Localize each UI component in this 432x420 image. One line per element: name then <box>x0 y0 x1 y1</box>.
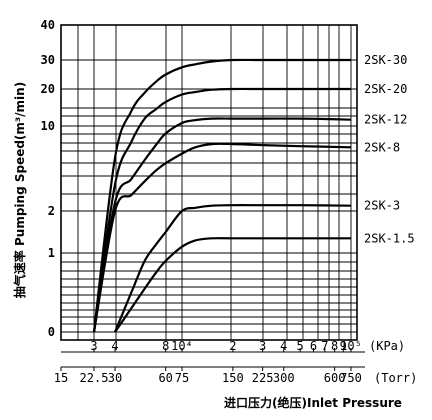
y-tick-label: 1 <box>48 246 55 260</box>
series-label: 2SK-8 <box>364 140 400 154</box>
y-tick-label: 0 <box>48 325 55 339</box>
x-axis-title: 进口压力(绝压)Inlet Pressure <box>224 395 402 410</box>
series-labels: 2SK-30 2SK-20 2SK-12 2SK-8 2SK-3 2SK-1.5 <box>364 53 415 245</box>
series-label: 2SK-1.5 <box>364 231 415 245</box>
kpa-tick-label: 3 <box>259 339 266 353</box>
torr-tick-label: 15 <box>54 371 68 385</box>
series-label: 2SK-3 <box>364 199 400 213</box>
torr-tick-label: 150 <box>222 371 244 385</box>
torr-tick-label: 225 <box>252 371 274 385</box>
series-line <box>113 204 352 333</box>
kpa-tick-label: 8 <box>331 339 338 353</box>
torr-tick-label: 22.5 <box>80 371 109 385</box>
series-curves <box>92 58 352 333</box>
torr-tick-label: 750 <box>340 371 362 385</box>
series-line <box>92 87 351 333</box>
series-label: 2SK-12 <box>364 113 407 127</box>
kpa-tick-label: 10⁴ <box>171 339 193 353</box>
kpa-unit-label: (KPa) <box>369 339 405 353</box>
y-tick-label: 30 <box>41 53 55 67</box>
plot-grid <box>60 24 358 341</box>
series-line <box>92 58 351 333</box>
kpa-tick-label: 6 <box>310 339 317 353</box>
series-label: 2SK-30 <box>364 53 407 67</box>
torr-tick-label: 30 <box>108 371 122 385</box>
torr-tick-label: 60 <box>158 371 172 385</box>
kpa-tick-label: 4 <box>111 339 118 353</box>
plot-border <box>60 24 358 341</box>
kpa-tick-label: 3 <box>90 339 97 353</box>
y-tick-labels: 0 1 2 10 20 30 40 <box>41 18 55 339</box>
y-tick-label: 40 <box>41 18 55 32</box>
kpa-tick-label: 9 <box>340 339 347 353</box>
series-line <box>92 142 352 333</box>
y-axis-title: 抽气速率 Pumping Speed(m³/min) <box>12 82 27 298</box>
kpa-tick-label: 4 <box>280 339 287 353</box>
kpa-tick-label: 10⁵ <box>340 339 362 353</box>
kpa-tick-label: 2 <box>229 339 236 353</box>
series-label: 2SK-20 <box>364 82 407 96</box>
torr-unit-label: (Torr) <box>374 371 417 385</box>
y-tick-label: 10 <box>41 119 55 133</box>
torr-tick-label: 600 <box>324 371 346 385</box>
series-line <box>114 237 351 333</box>
kpa-tick-label: 5 <box>297 339 304 353</box>
kpa-tick-label: 7 <box>321 339 328 353</box>
kpa-tick-label: 8 <box>162 339 169 353</box>
series-line <box>92 117 352 333</box>
torr-tick-label: 75 <box>175 371 189 385</box>
y-tick-label: 2 <box>48 204 55 218</box>
y-tick-label: 20 <box>41 82 55 96</box>
torr-tick-label: 300 <box>273 371 295 385</box>
